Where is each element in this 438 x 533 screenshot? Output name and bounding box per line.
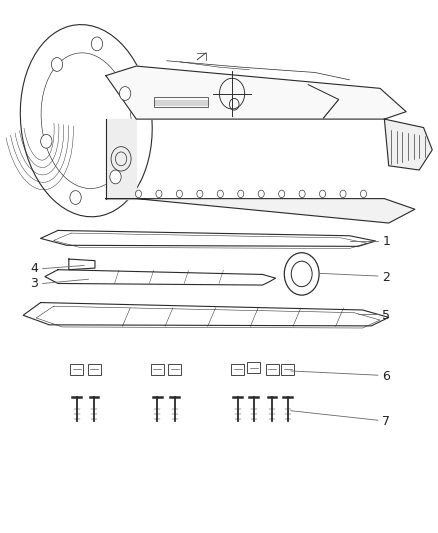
Circle shape (91, 37, 102, 51)
Circle shape (70, 191, 81, 204)
Text: 4: 4 (31, 262, 39, 275)
Polygon shape (23, 303, 389, 326)
Text: 5: 5 (382, 309, 390, 322)
Text: 6: 6 (382, 370, 390, 383)
Text: 2: 2 (382, 271, 390, 284)
Polygon shape (41, 230, 376, 246)
Text: 1: 1 (382, 235, 390, 247)
Polygon shape (106, 119, 136, 199)
Text: 3: 3 (31, 278, 39, 290)
Circle shape (41, 134, 52, 148)
Circle shape (51, 58, 63, 71)
Polygon shape (45, 270, 276, 285)
Polygon shape (106, 66, 406, 119)
Circle shape (110, 170, 121, 184)
Polygon shape (106, 199, 415, 223)
Circle shape (120, 86, 131, 100)
Polygon shape (69, 259, 95, 270)
Text: 7: 7 (382, 415, 390, 428)
Polygon shape (385, 119, 432, 170)
